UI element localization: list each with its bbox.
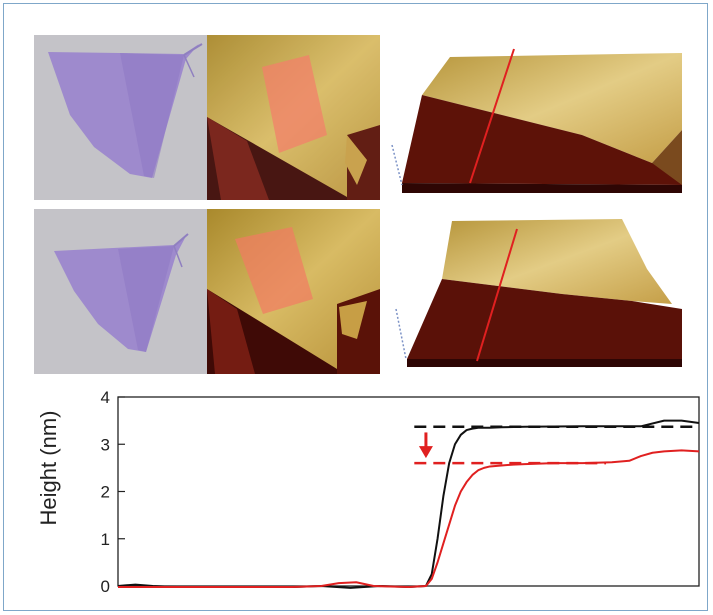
afm-map-top <box>207 35 380 200</box>
y-tick-label-3: 3 <box>101 435 110 454</box>
annotations <box>414 425 699 465</box>
height-reduction-arrow-icon <box>418 432 433 459</box>
height-profile-plot: Height (nm) 0 1 2 3 4 <box>36 388 700 596</box>
height-profile-series-1 <box>118 449 700 588</box>
height-profile-chart: Height (nm) 0 1 2 3 4 <box>4 376 709 612</box>
figure-frame: Height (nm) 0 1 2 3 4 <box>3 3 708 611</box>
y-tick-label-4: 4 <box>101 388 110 407</box>
optical-image-top <box>34 35 207 200</box>
y-axis-ticks: 0 1 2 3 4 <box>101 388 125 596</box>
afm-map-bottom <box>207 209 380 374</box>
afm-3d-surface-icon <box>382 209 702 374</box>
flake-micrograph-icon <box>34 35 207 200</box>
afm-3d-bottom <box>382 209 702 374</box>
flake-micrograph-icon <box>34 209 207 374</box>
series-lines <box>117 419 700 589</box>
optical-image-bottom <box>34 209 207 374</box>
y-tick-label-1: 1 <box>101 530 110 549</box>
afm-topography-map-icon <box>207 35 380 200</box>
y-tick-label-0: 0 <box>101 577 110 596</box>
afm-3d-surface-icon <box>382 35 702 200</box>
afm-3d-top <box>382 35 702 200</box>
y-tick-label-2: 2 <box>101 483 110 502</box>
y-axis-label: Height (nm) <box>36 411 61 526</box>
afm-topography-map-icon <box>207 209 380 374</box>
height-profile-series-0 <box>117 419 700 589</box>
